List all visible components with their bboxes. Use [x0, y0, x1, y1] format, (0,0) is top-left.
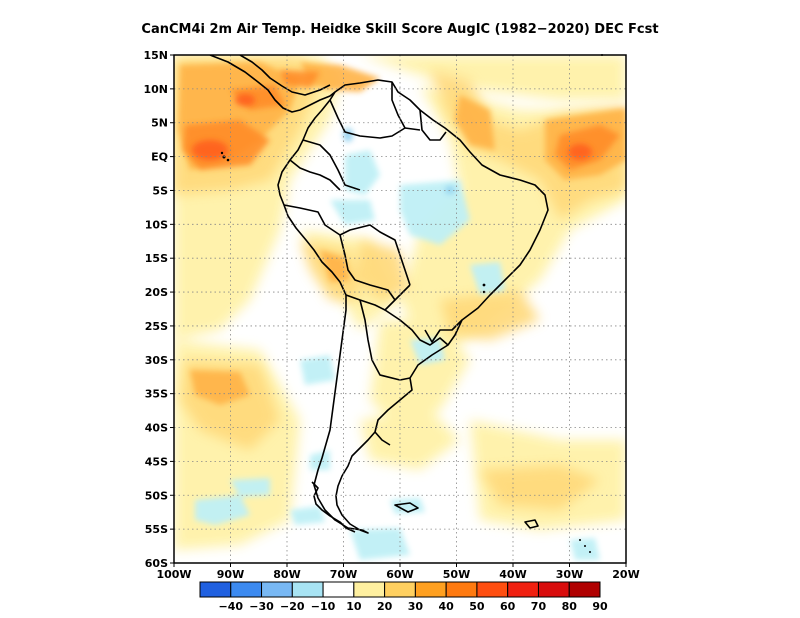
- colorbar-swatch: [537, 581, 570, 598]
- colorbar-label: 40: [438, 600, 454, 613]
- colorbar-label: 60: [500, 600, 516, 613]
- colorbar-label: 80: [562, 600, 578, 613]
- lat-label: 10N: [143, 83, 168, 96]
- colorbar-label: 90: [592, 600, 608, 613]
- lat-label: 30S: [145, 354, 168, 367]
- lat-label: 5S: [152, 184, 168, 197]
- colorbar-label: −20: [280, 600, 305, 613]
- colorbar-swatch: [353, 581, 386, 598]
- lon-label: 60W: [386, 568, 413, 581]
- colorbar-swatch: [384, 581, 416, 598]
- coastline: [209, 55, 549, 534]
- lat-label: 50S: [145, 489, 168, 502]
- colorbar-label: 10: [346, 600, 362, 613]
- colorbar-swatch: [230, 581, 263, 598]
- colorbar-label: −40: [219, 600, 244, 613]
- map-title: CanCM4i 2m Air Temp. Heidke Skill Score …: [141, 22, 659, 37]
- lon-label: 50W: [443, 568, 470, 581]
- colorbar-label: 30: [408, 600, 424, 613]
- lat-label: 10S: [145, 218, 168, 231]
- colorbar-swatch: [322, 581, 355, 598]
- colorbar-swatch: [199, 581, 232, 598]
- lon-label: 40W: [499, 568, 526, 581]
- lat-label: 5N: [151, 117, 168, 130]
- colorbar-swatch: [445, 581, 478, 598]
- lat-label: 15S: [145, 252, 168, 265]
- colorbar-swatch: [568, 581, 601, 598]
- lat-label: 40S: [145, 422, 168, 435]
- colorbar-label: 20: [377, 600, 393, 613]
- lon-label: 70W: [330, 568, 357, 581]
- lat-label: 15N: [143, 49, 168, 62]
- grid-lines: [174, 55, 626, 563]
- colorbar-swatch: [291, 581, 324, 598]
- colorbar-label: 50: [469, 600, 485, 613]
- colorbar-swatch: [414, 581, 447, 598]
- lat-label: 60S: [145, 557, 168, 570]
- lon-label: 100W: [156, 568, 191, 581]
- lat-label: 45S: [145, 455, 168, 468]
- lat-label: 20S: [145, 286, 168, 299]
- colorbar-swatch: [507, 581, 539, 598]
- lon-label: 80W: [273, 568, 300, 581]
- lat-label: 55S: [145, 523, 168, 536]
- lon-label: 90W: [217, 568, 244, 581]
- lon-label: 30W: [556, 568, 583, 581]
- lat-label: 35S: [145, 388, 168, 401]
- colorbar: −40 −30 −20 −10 10 20 30 40 50 60 70 80 90: [199, 581, 608, 613]
- colorbar-swatch: [476, 581, 509, 598]
- lon-label: 20W: [612, 568, 639, 581]
- colorbar-label: −10: [311, 600, 336, 613]
- colorbar-label: 70: [531, 600, 547, 613]
- lat-label: 25S: [145, 320, 168, 333]
- colorbar-label: −30: [249, 600, 274, 613]
- lat-label: EQ: [151, 151, 168, 164]
- colorbar-swatch: [261, 581, 293, 598]
